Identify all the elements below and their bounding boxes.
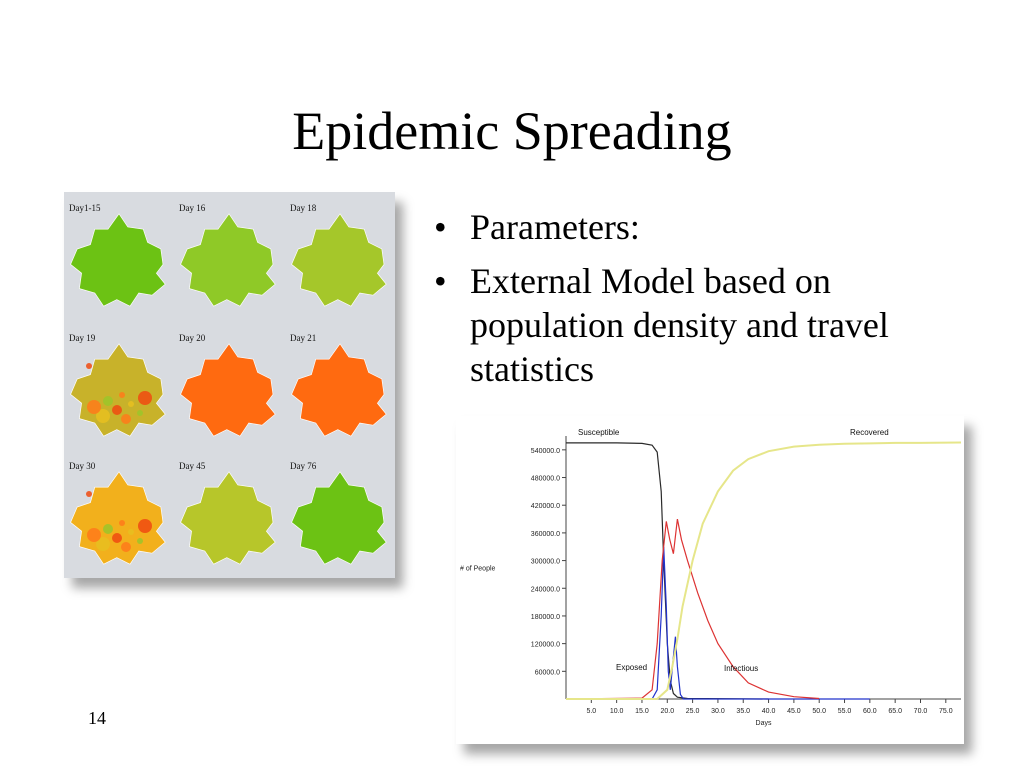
map-label: Day 30 [69,461,96,471]
map-patch [137,538,143,544]
x-tick-label: 30.0 [711,708,725,715]
y-tick-label: 420000.0 [531,503,560,510]
y-tick-label: 300000.0 [531,559,560,566]
map-patch [96,409,110,423]
slide-title: Epidemic Spreading [292,101,732,161]
bullet-text: External Model based on population densi… [470,261,889,389]
x-tick-label: 10.0 [610,708,624,715]
map-patch [128,529,134,535]
y-tick-label: 480000.0 [531,476,560,483]
series-line-exposed [566,546,870,700]
region-map [180,471,276,565]
x-tick-label: 25.0 [686,708,700,715]
region-map [70,471,166,565]
map-patch [103,396,113,406]
bullet-list: • Parameters: • External Model based on po… [434,205,904,401]
map-label: Day1-15 [69,203,101,213]
map-patch [128,401,134,407]
region-map [291,471,387,565]
seir-chart: 60000.0 120000.0 180000.0 240000.0 300000.0 3… [456,416,964,744]
map-patch [121,542,131,552]
x-tick-label: 20.0 [660,708,674,715]
bullet-item: • Parameters: [434,205,904,249]
map-patch [119,392,125,398]
epidemic-maps-figure: Day1-15 Day 16 Day 18 Day 19 Day 20 Day 21 Day… [64,192,395,578]
map-patch [87,400,101,414]
series-label-infectious: Infectious [724,664,758,673]
y-tick-label: 60000.0 [535,669,560,676]
map-label: Day 20 [179,333,206,343]
map-patch [87,528,101,542]
series-label-exposed: Exposed [616,663,647,672]
map-patch [138,519,152,533]
series-line-susceptible [566,442,769,700]
y-tick-label: 180000.0 [531,614,560,621]
region-map [70,213,166,307]
series-line-recovered [566,441,962,700]
series-line-infectious [565,518,820,700]
map-patch [137,410,143,416]
y-tick-label: 540000.0 [531,448,560,455]
map-label: Day 18 [290,203,317,213]
region-map [291,343,387,437]
series-label-susceptible: Susceptible [578,428,620,437]
series-label-recovered: Recovered [850,428,889,437]
y-tick-label: 360000.0 [531,531,560,538]
x-tick-label: 75.0 [939,708,953,715]
seir-chart-svg: 60000.0 120000.0 180000.0 240000.0 300000.0 3… [460,428,962,727]
y-tick-label: 240000.0 [531,586,560,593]
bullet-item: • External Model based on population dens… [434,259,904,391]
x-tick-label: 60.0 [863,708,877,715]
map-patch [121,414,131,424]
map-label: Day 21 [290,333,316,343]
map-patch [103,524,113,534]
map-label: Day 19 [69,333,96,343]
bullet-text: Parameters: [470,207,640,247]
region-map [180,213,276,307]
region-map [291,213,387,307]
x-tick-label: 15.0 [635,708,649,715]
x-tick-label: 40.0 [762,708,776,715]
map-patch [112,533,122,543]
y-axis-label: # of People [460,566,496,573]
map-patch [138,391,152,405]
bullet-dot-icon: • [434,207,447,247]
map-label: Day 45 [179,461,206,471]
x-tick-label: 5.0 [586,708,596,715]
maps-grid: Day1-15 Day 16 Day 18 Day 19 Day 20 Day 21 Day… [69,203,387,565]
slide-number: 14 [88,708,106,728]
x-tick-label: 70.0 [914,708,928,715]
region-map [70,343,166,437]
map-patch [112,405,122,415]
map-patch [86,363,92,369]
map-patch [86,491,92,497]
x-tick-label: 65.0 [888,708,902,715]
x-axis-label: Days [756,720,772,727]
map-label: Day 16 [179,203,206,213]
bullet-dot-icon: • [434,261,447,301]
map-patch [96,537,110,551]
map-patch [119,520,125,526]
x-tick-label: 50.0 [812,708,826,715]
region-map [180,343,276,437]
x-tick-label: 45.0 [787,708,801,715]
x-tick-label: 55.0 [838,708,852,715]
map-label: Day 76 [290,461,317,471]
y-tick-label: 120000.0 [531,642,560,649]
x-tick-label: 35.0 [736,708,750,715]
